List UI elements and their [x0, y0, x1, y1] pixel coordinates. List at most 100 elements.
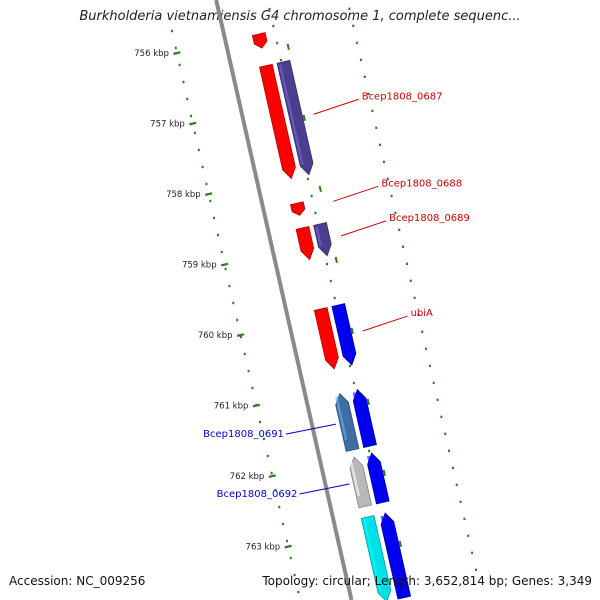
guide-dot [352, 381, 355, 385]
tick-mark [268, 474, 276, 478]
guide-dot [174, 46, 177, 50]
right-guide-dashes [286, 43, 402, 547]
guide-dot [306, 177, 309, 181]
guide-dot [266, 454, 269, 458]
gene-highlight [349, 459, 361, 497]
tick-label: 761 kbp [214, 402, 249, 412]
guide-dot [213, 216, 216, 220]
gene-feature [331, 303, 357, 366]
gene-arrow [380, 512, 412, 600]
gene-feature [335, 392, 360, 452]
guide-dot [243, 352, 246, 356]
gene-label: Bcep1808_0687 [362, 91, 443, 102]
guide-dot [325, 262, 328, 266]
guide-dot [216, 233, 219, 237]
gene-label: Bcep1808_0689 [389, 213, 470, 224]
label-leader [285, 423, 337, 435]
gene-label: Bcep1808_0691 [203, 429, 284, 440]
guide-dash [398, 540, 402, 547]
tick-mark [252, 403, 261, 408]
gene-highlight [278, 64, 304, 165]
guide-dot [239, 335, 242, 339]
tick-mark [205, 192, 213, 196]
guide-dot [197, 148, 200, 152]
guide-dot [289, 556, 292, 560]
guide-dot [333, 296, 336, 300]
guide-dot [417, 313, 420, 317]
guide-dot [205, 182, 208, 186]
guide-dot [421, 330, 424, 334]
map-title: Burkholderia vietnamiensis G4 chromosome… [79, 9, 521, 24]
gene-label: ubiA [411, 308, 433, 319]
gene-highlight [297, 230, 305, 250]
gene-feature [367, 452, 390, 505]
guide-dot [310, 194, 313, 198]
guide-dot [379, 143, 382, 147]
guide-dot [247, 369, 250, 373]
gene-labels: Bcep1808_0687 Bcep1808_0688 Bcep1808_0689u… [203, 91, 470, 500]
guide-dash [366, 398, 370, 405]
guide-dot [348, 364, 351, 368]
guide-dot [428, 364, 431, 368]
topology-summary: Topology: circular; Length: 3,652,814 bp… [262, 574, 592, 588]
guide-dot [356, 41, 359, 45]
guide-dot [293, 573, 296, 577]
guide-dash [382, 469, 386, 476]
guide-dot [402, 245, 405, 249]
gene-feature [290, 201, 306, 216]
gene-feature [380, 512, 412, 600]
tick-label: 756 kbp [134, 49, 169, 59]
tick-mark [220, 262, 229, 267]
gene-feature [259, 63, 296, 180]
gene-features [251, 32, 412, 600]
guide-dot [220, 250, 223, 254]
guide-dot [232, 301, 235, 305]
gene-highlight [380, 515, 400, 588]
gene-arrow [251, 32, 268, 49]
guide-dot [382, 160, 385, 164]
guide-dot [432, 381, 435, 385]
guide-dot [228, 284, 231, 288]
guide-dash [286, 43, 290, 50]
tick-mark [236, 333, 245, 337]
guide-dot [463, 517, 466, 521]
gene-highlight [292, 205, 296, 211]
gene-feature [295, 226, 315, 261]
gene-highlight [362, 519, 382, 592]
guide-dot [467, 534, 470, 538]
gene-highlight [254, 36, 258, 43]
guide-dot [274, 488, 277, 492]
tick-mark [284, 544, 292, 549]
guide-dash [350, 327, 354, 334]
gene-highlight [335, 396, 348, 441]
accession-label: Accession: NC_009256 [9, 574, 146, 588]
guide-dot [425, 347, 428, 351]
guide-dot [209, 199, 212, 203]
guide-dot [278, 505, 281, 509]
guide-dot [329, 279, 332, 283]
guide-dot [276, 41, 279, 45]
gene-arrow [290, 201, 306, 216]
guide-dot [375, 126, 378, 130]
guide-dot [314, 211, 317, 215]
guide-dot [272, 24, 275, 28]
tick-label: 763 kbp [246, 543, 281, 553]
gene-feature [349, 456, 373, 509]
guide-dot [459, 500, 462, 504]
guide-dot [440, 415, 443, 419]
guide-dot [236, 318, 239, 322]
gene-label: Bcep1808_0692 [217, 489, 298, 500]
gene-feature [313, 307, 339, 370]
guide-dot [390, 194, 393, 198]
tick-label: 757 kbp [150, 120, 185, 130]
guide-dot [262, 437, 265, 441]
label-leader [362, 315, 408, 332]
guide-dot [405, 262, 408, 266]
gene-feature [276, 59, 314, 176]
guide-dot [386, 177, 389, 181]
guide-dash [334, 256, 338, 263]
guide-dot [394, 211, 397, 215]
guide-dot [224, 267, 227, 271]
guide-dot [409, 279, 412, 283]
guide-dash [302, 114, 306, 121]
